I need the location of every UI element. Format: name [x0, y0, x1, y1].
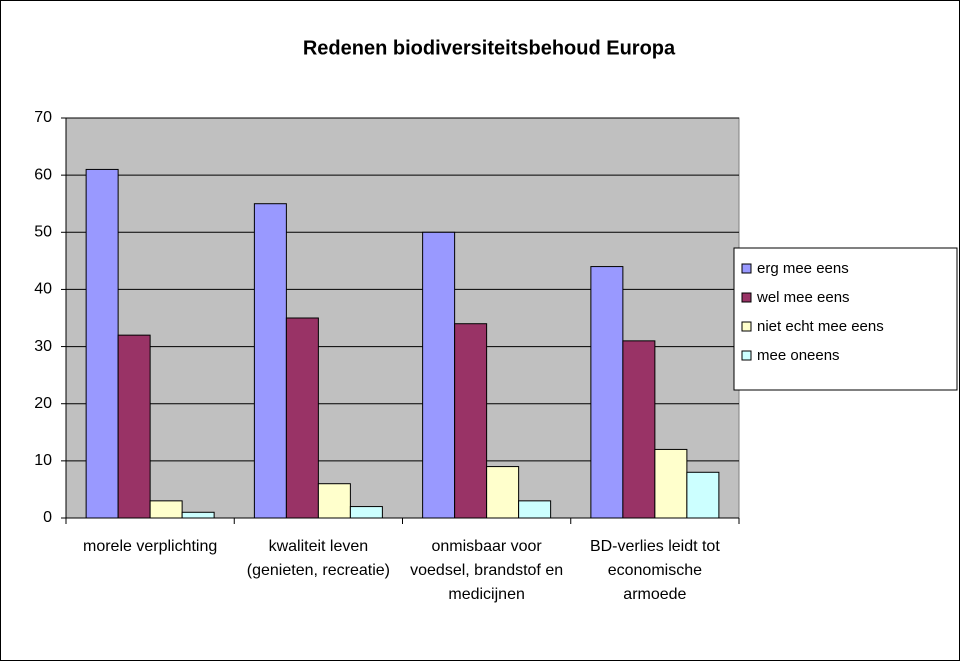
- x-tick-label: morele verplichting: [82, 538, 218, 555]
- bar: [149, 500, 183, 519]
- bar: [622, 340, 656, 519]
- y-tick-label: 20: [34, 395, 52, 412]
- bar: [590, 266, 624, 519]
- legend-label: mee oneens: [757, 347, 840, 364]
- y-tick-label: 70: [34, 109, 52, 126]
- bar: [654, 448, 688, 519]
- bar: [285, 317, 319, 519]
- legend-label: wel mee eens: [756, 289, 850, 306]
- y-tick-label: 60: [34, 166, 52, 183]
- y-tick-label: 40: [34, 281, 52, 298]
- legend-swatch: [741, 292, 752, 303]
- legend-swatch: [741, 350, 752, 361]
- y-tick-label: 10: [34, 452, 52, 469]
- bar: [486, 466, 520, 519]
- bar: [253, 203, 287, 519]
- bar: [518, 500, 552, 519]
- y-tick-label: 50: [34, 224, 52, 241]
- chart-title: Redenen biodiversiteitsbehoud Europa: [303, 37, 676, 59]
- x-tick-label: onmisbaar voor voedsel, brandstof en med…: [410, 538, 564, 603]
- bar: [349, 506, 383, 519]
- x-tick-label: kwaliteit leven (genieten, recreatie): [246, 538, 390, 579]
- legend-box: [733, 247, 958, 391]
- bar: [181, 511, 215, 519]
- bar: [117, 334, 151, 519]
- bar: [686, 471, 720, 519]
- legend-swatch: [741, 263, 752, 274]
- y-tick-label: 0: [43, 509, 52, 526]
- bar: [454, 323, 488, 519]
- bar: [317, 483, 351, 519]
- bar: [85, 168, 119, 519]
- legend-label: niet echt mee eens: [757, 318, 884, 335]
- bar: [422, 231, 456, 519]
- legend-swatch: [741, 321, 752, 332]
- legend-label: erg mee eens: [757, 260, 849, 277]
- x-tick-label: BD-verlies leidt tot economische armoede: [589, 538, 720, 603]
- y-tick-label: 30: [34, 338, 52, 355]
